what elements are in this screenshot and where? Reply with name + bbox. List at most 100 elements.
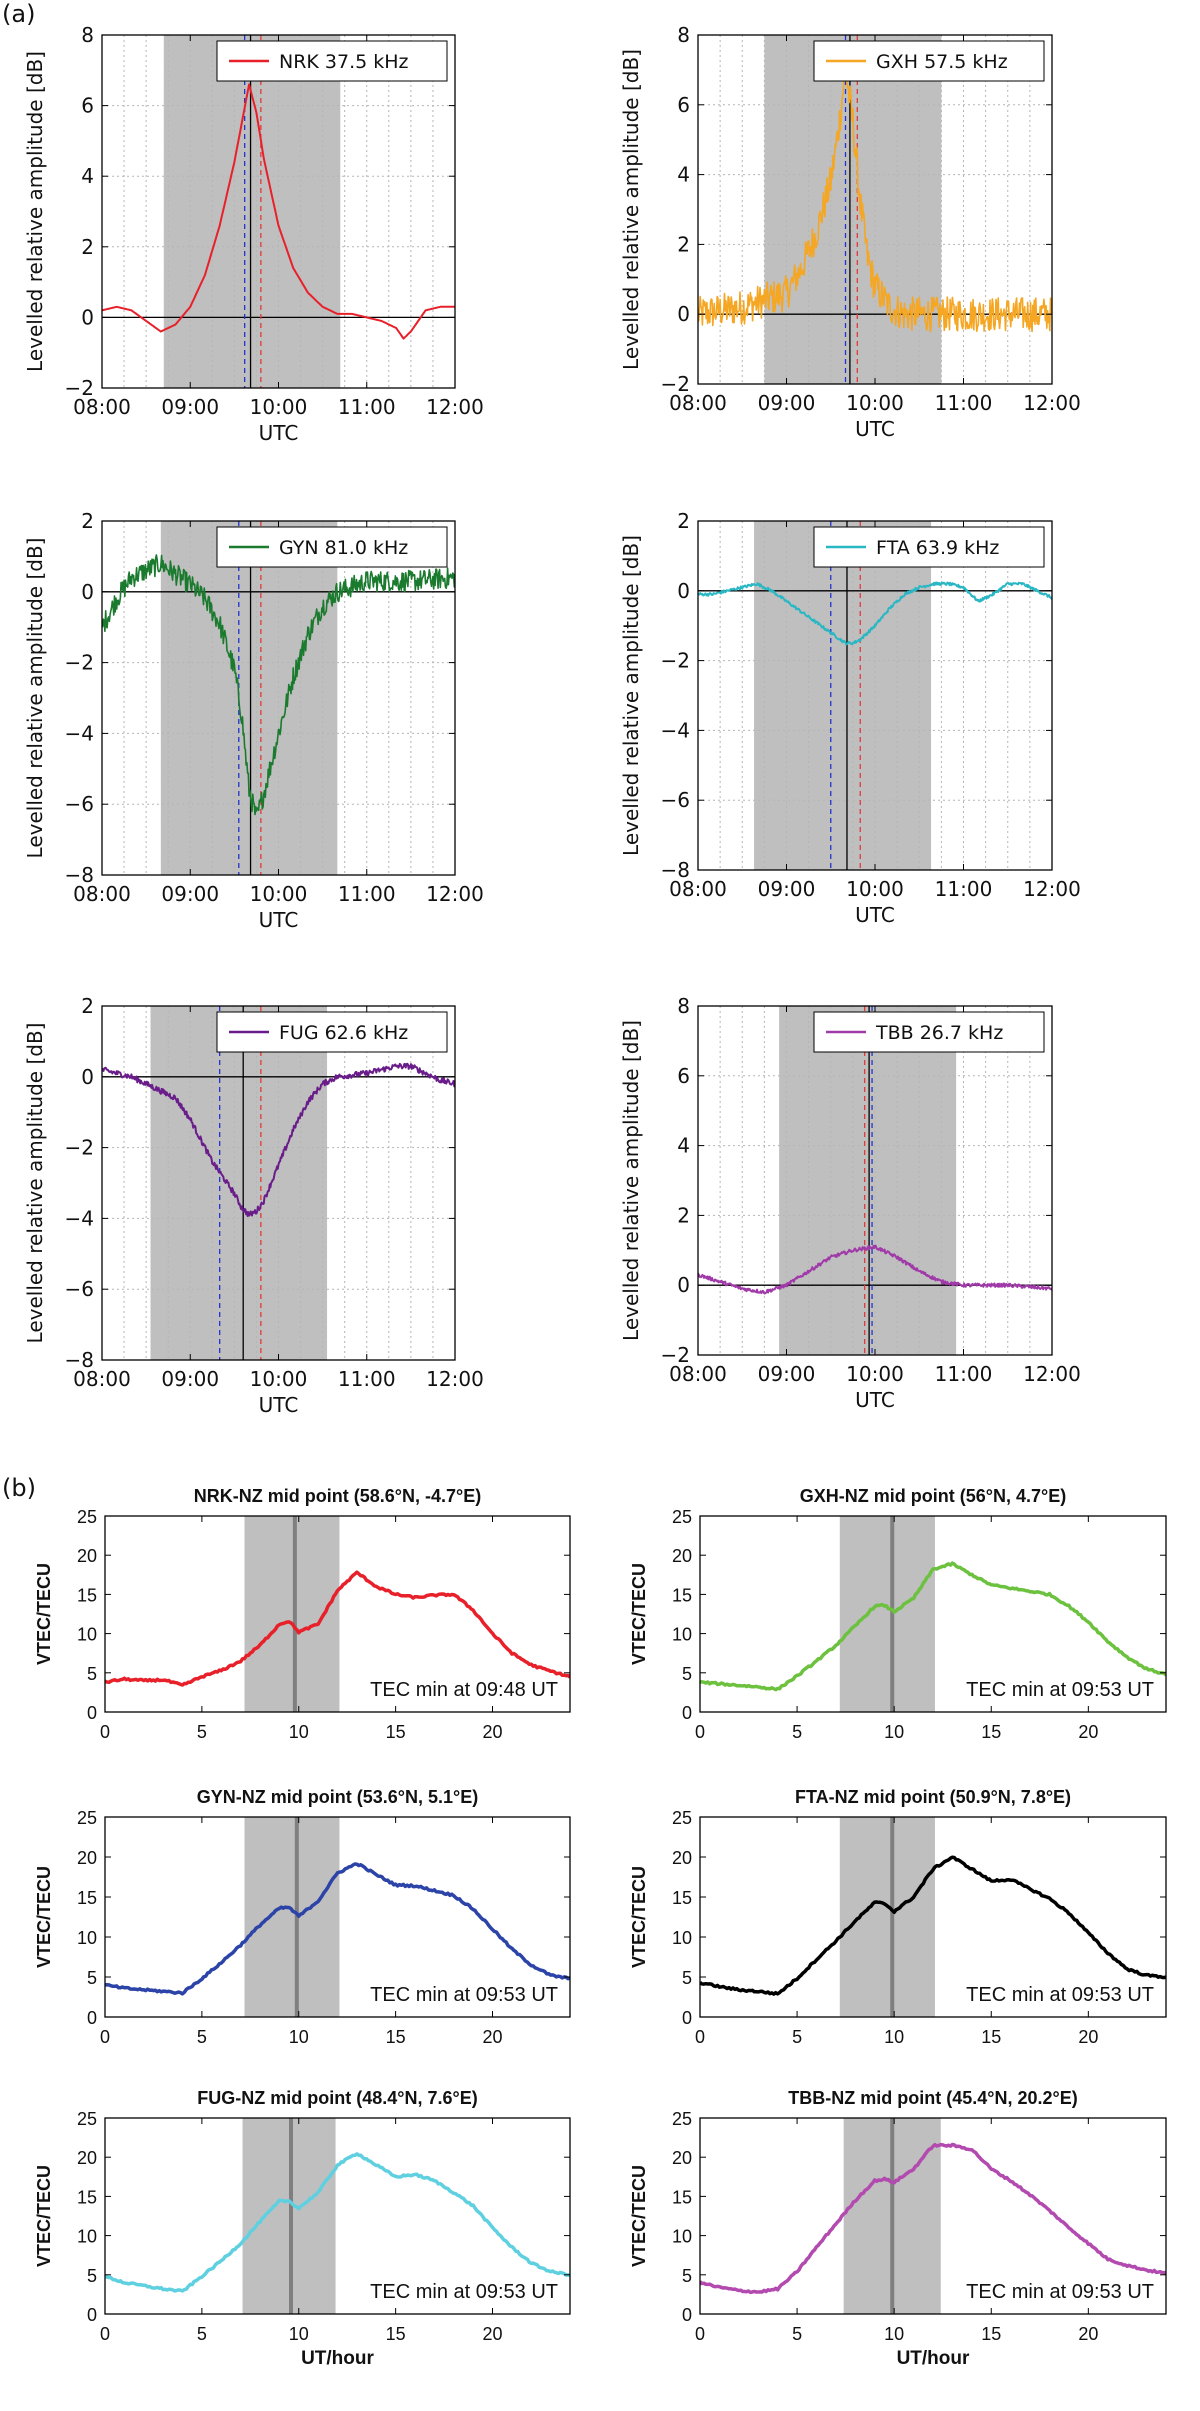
y-tick-label: 6 xyxy=(677,93,690,117)
y-tick-label: 0 xyxy=(87,2305,97,2325)
y-tick-label: 15 xyxy=(77,1585,97,1605)
y-tick-label: 0 xyxy=(677,1273,690,1297)
x-tick-label: 0 xyxy=(100,2027,110,2047)
y-tick-label: 0 xyxy=(87,2008,97,2028)
y-tick-label: −2 xyxy=(661,1343,690,1367)
y-tick-label: 25 xyxy=(672,1507,692,1527)
y-tick-label: −4 xyxy=(65,1206,94,1230)
x-axis-label: UT/hour xyxy=(897,2348,970,2369)
y-tick-label: 10 xyxy=(672,1625,692,1645)
x-tick-label: 08:00 xyxy=(669,877,727,901)
tec-min-annotation: TEC min at 09:53 UT xyxy=(966,1679,1154,1701)
chart-tec-gxh: 0 5 10 15 20 25 0 5 10 15 20 GXH-NZ mid point (56°N… xyxy=(629,1486,1167,1742)
data-series-line xyxy=(698,66,1052,333)
y-tick-label: 10 xyxy=(672,2227,692,2247)
data-series-line xyxy=(105,2152,570,2293)
y-tick-label: −2 xyxy=(65,1136,94,1160)
x-tick-label: 12:00 xyxy=(426,882,484,906)
x-tick-label: 15 xyxy=(386,2324,406,2344)
tec-min-annotation: TEC min at 09:53 UT xyxy=(966,2281,1154,2303)
y-tick-label: 15 xyxy=(672,1585,692,1605)
x-axis-label: UTC xyxy=(855,1388,895,1412)
tec-min-annotation: TEC min at 09:53 UT xyxy=(966,1984,1154,2006)
y-tick-label: 20 xyxy=(77,1848,97,1868)
x-tick-label: 11:00 xyxy=(935,391,993,415)
x-tick-label: 20 xyxy=(482,2027,502,2047)
y-tick-label: −8 xyxy=(65,1348,94,1372)
y-tick-label: 20 xyxy=(77,1546,97,1566)
data-series-line xyxy=(698,1244,1052,1295)
x-tick-label: 08:00 xyxy=(73,1367,131,1391)
data-series-line xyxy=(698,581,1052,646)
y-tick-label: −4 xyxy=(65,721,94,745)
y-tick-label: 20 xyxy=(672,1546,692,1566)
x-axis-label: UTC xyxy=(259,421,299,445)
y-tick-label: 15 xyxy=(672,1888,692,1908)
x-tick-label: 09:00 xyxy=(161,1367,219,1391)
y-tick-label: 15 xyxy=(77,2187,97,2207)
shaded-interval xyxy=(839,1817,935,2017)
data-series-line xyxy=(700,1561,1166,1692)
x-tick-label: 11:00 xyxy=(935,877,993,901)
x-tick-label: 10 xyxy=(884,1722,904,1742)
x-tick-label: 5 xyxy=(197,1722,207,1742)
x-tick-label: 20 xyxy=(1078,1722,1098,1742)
x-tick-label: 10 xyxy=(289,2027,309,2047)
y-tick-label: −6 xyxy=(65,1277,94,1301)
y-axis-label: VTEC/TECU xyxy=(34,2165,54,2267)
x-axis-label: UTC xyxy=(259,908,299,932)
y-tick-label: −2 xyxy=(661,649,690,673)
y-tick-label: 2 xyxy=(677,232,690,256)
y-tick-label: 2 xyxy=(81,235,94,259)
y-tick-label: 6 xyxy=(677,1064,690,1088)
y-tick-label: 25 xyxy=(672,2109,692,2129)
data-series-line xyxy=(102,554,455,816)
legend: GXH 57.5 kHz xyxy=(813,40,1045,82)
plot-frame xyxy=(699,2117,1167,2315)
x-tick-label: 15 xyxy=(981,2324,1001,2344)
y-tick-label: 6 xyxy=(81,94,94,118)
x-tick-label: 10 xyxy=(884,2027,904,2047)
y-tick-label: 0 xyxy=(87,1703,97,1723)
x-tick-label: 08:00 xyxy=(73,395,131,419)
tec-min-annotation: TEC min at 09:53 UT xyxy=(370,1984,558,2006)
panel-label-b: (b) xyxy=(2,1474,36,1502)
legend: FUG 62.6 kHz xyxy=(216,1011,448,1053)
x-tick-label: 15 xyxy=(981,2027,1001,2047)
y-tick-label: 5 xyxy=(87,2266,97,2286)
x-tick-label: 08:00 xyxy=(73,882,131,906)
x-tick-label: 5 xyxy=(792,1722,802,1742)
x-tick-label: 11:00 xyxy=(338,395,396,419)
y-tick-label: −2 xyxy=(65,651,94,675)
plot-frame xyxy=(104,2117,571,2315)
plot-frame xyxy=(104,1515,571,1713)
y-tick-label: −4 xyxy=(661,718,690,742)
x-tick-label: 5 xyxy=(197,2027,207,2047)
shaded-interval xyxy=(150,1006,328,1360)
y-tick-label: −8 xyxy=(65,863,94,887)
y-tick-label: 10 xyxy=(77,2227,97,2247)
legend-label: GXH 57.5 kHz xyxy=(876,51,1008,73)
x-tick-label: 10:00 xyxy=(250,882,308,906)
y-tick-label: 5 xyxy=(87,1968,97,1988)
y-tick-label: −2 xyxy=(661,372,690,396)
data-series-line xyxy=(102,1062,455,1217)
x-tick-label: 20 xyxy=(482,1722,502,1742)
y-tick-label: 2 xyxy=(677,509,690,533)
x-tick-label: 15 xyxy=(386,2027,406,2047)
x-tick-label: 09:00 xyxy=(758,1362,816,1386)
y-tick-label: −6 xyxy=(661,788,690,812)
x-tick-label: 0 xyxy=(695,2324,705,2344)
y-axis-label: Levelled relative amplitude [dB] xyxy=(619,49,643,370)
plot-frame xyxy=(699,1816,1167,2018)
legend: GYN 81.0 kHz xyxy=(216,526,448,568)
x-tick-label: 10:00 xyxy=(846,391,904,415)
legend-label: GYN 81.0 kHz xyxy=(279,537,408,559)
y-tick-label: 25 xyxy=(77,1808,97,1828)
chart-title: GXH-NZ mid point (56°N, 4.7°E) xyxy=(800,1486,1066,1506)
shaded-interval xyxy=(244,1817,340,2017)
y-tick-label: 2 xyxy=(81,509,94,533)
y-tick-label: 5 xyxy=(682,1664,692,1684)
x-tick-label: 09:00 xyxy=(161,882,219,906)
panel-label-a: (a) xyxy=(2,0,35,28)
